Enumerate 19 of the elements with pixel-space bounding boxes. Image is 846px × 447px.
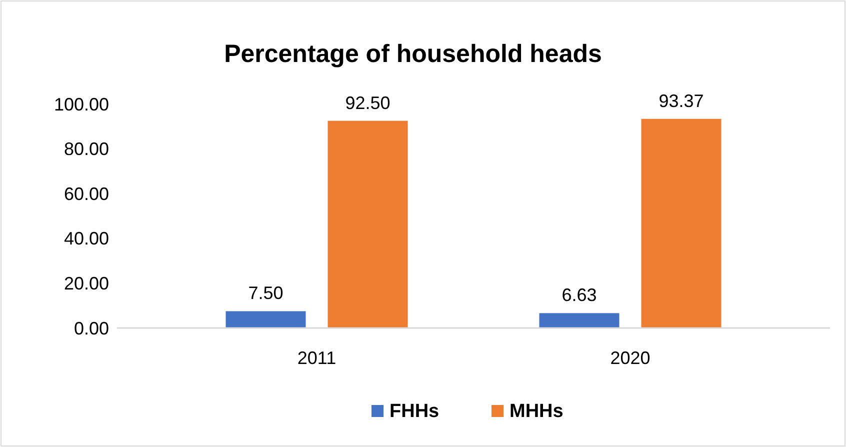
- y-tick-label: 60.00: [64, 184, 109, 204]
- bar: [641, 118, 722, 328]
- y-tick-label: 0.00: [74, 318, 109, 338]
- legend-label: FHHs: [390, 401, 440, 422]
- y-tick-label: 80.00: [64, 139, 109, 160]
- data-label: 93.37: [658, 90, 704, 111]
- bar: [539, 313, 620, 328]
- y-tick-label: 20.00: [64, 274, 109, 294]
- y-tick-label: 100.00: [54, 94, 109, 114]
- chart-title: Percentage of household heads: [224, 40, 602, 68]
- data-label: 92.50: [345, 92, 390, 113]
- bar: [328, 120, 408, 328]
- bar: [226, 311, 306, 328]
- x-tick-label: 2020: [610, 348, 650, 368]
- y-tick-label: 40.00: [64, 228, 109, 249]
- data-label: 7.50: [248, 283, 284, 304]
- data-label: 6.63: [562, 285, 597, 306]
- x-tick-label: 2011: [297, 348, 336, 368]
- legend-label: MHHs: [510, 401, 564, 422]
